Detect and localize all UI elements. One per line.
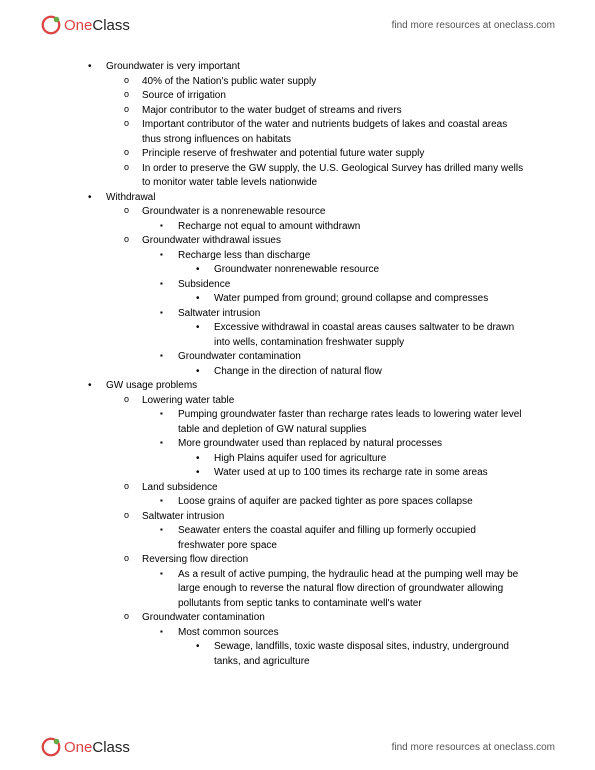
outline-item: Groundwater nonrenewable resource [70, 263, 525, 278]
outline-item: Important contributor of the water and n… [70, 118, 525, 147]
outline-item: 40% of the Nation's public water supply [70, 75, 525, 90]
brand-class-footer: Class [92, 739, 130, 756]
outline-item: Groundwater is a nonrenewable resource [70, 205, 525, 220]
outline-item: Source of irrigation [70, 89, 525, 104]
outline-item: Change in the direction of natural flow [70, 365, 525, 380]
outline-item: Sewage, landfills, toxic waste disposal … [70, 640, 525, 669]
outline-item: Withdrawal [70, 191, 525, 206]
brand-class: Class [92, 17, 130, 34]
brand-text: OneClass [64, 17, 130, 34]
outline-item: Groundwater is very important [70, 60, 525, 75]
brand-one-footer: One [64, 739, 92, 756]
outline-item: Major contributor to the water budget of… [70, 104, 525, 119]
outline-item: Recharge not equal to amount withdrawn [70, 220, 525, 235]
outline-item: Reversing flow direction [70, 553, 525, 568]
outline-item: More groundwater used than replaced by n… [70, 437, 525, 452]
outline-item: Saltwater intrusion [70, 510, 525, 525]
outline-item: As a result of active pumping, the hydra… [70, 568, 525, 612]
outline-item: Pumping groundwater faster than recharge… [70, 408, 525, 437]
header-resources-link[interactable]: find more resources at oneclass.com [392, 20, 555, 31]
logo-icon [40, 14, 62, 36]
footer-resources-link[interactable]: find more resources at oneclass.com [392, 742, 555, 753]
outline-item: Loose grains of aquifer are packed tight… [70, 495, 525, 510]
outline-item: High Plains aquifer used for agriculture [70, 452, 525, 467]
outline-item: Lowering water table [70, 394, 525, 409]
outline-item: Water pumped from ground; ground collaps… [70, 292, 525, 307]
page-footer: OneClass find more resources at oneclass… [0, 736, 595, 758]
outline-item: Water used at up to 100 times its rechar… [70, 466, 525, 481]
brand-one: One [64, 17, 92, 34]
brand-logo[interactable]: OneClass [40, 14, 130, 36]
brand-logo-footer[interactable]: OneClass [40, 736, 130, 758]
outline-item: Land subsidence [70, 481, 525, 496]
outline-item: In order to preserve the GW supply, the … [70, 162, 525, 191]
outline-list: Groundwater is very important40% of the … [70, 60, 525, 669]
outline-item: Principle reserve of freshwater and pote… [70, 147, 525, 162]
outline-item: Groundwater withdrawal issues [70, 234, 525, 249]
logo-icon [40, 736, 62, 758]
outline-item: Groundwater contamination [70, 350, 525, 365]
outline-item: Saltwater intrusion [70, 307, 525, 322]
outline-item: Recharge less than discharge [70, 249, 525, 264]
outline-item: Seawater enters the coastal aquifer and … [70, 524, 525, 553]
outline-item: Excessive withdrawal in coastal areas ca… [70, 321, 525, 350]
page-header: OneClass find more resources at oneclass… [0, 0, 595, 40]
document-body: Groundwater is very important40% of the … [0, 40, 595, 679]
brand-text-footer: OneClass [64, 739, 130, 756]
outline-item: Most common sources [70, 626, 525, 641]
outline-item: Groundwater contamination [70, 611, 525, 626]
outline-item: Subsidence [70, 278, 525, 293]
outline-item: GW usage problems [70, 379, 525, 394]
